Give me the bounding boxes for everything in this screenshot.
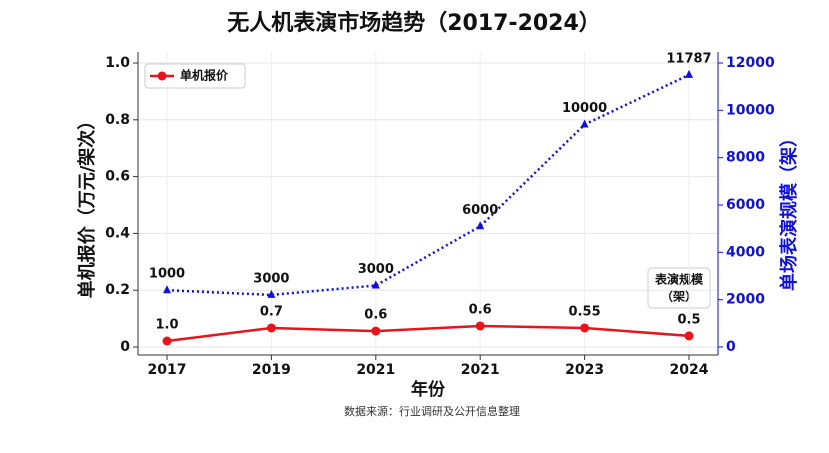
y2-tick-label: 8000 bbox=[726, 150, 765, 166]
x-tick-label: 2021 bbox=[356, 362, 395, 378]
point-marker bbox=[266, 323, 276, 333]
y2-tick-label: 4000 bbox=[726, 244, 765, 260]
x-tick-label: 2021 bbox=[461, 362, 500, 378]
point-label: 0.7 bbox=[260, 304, 283, 319]
point-label: 0.55 bbox=[569, 304, 601, 319]
y2-tick-label: 12000 bbox=[726, 55, 775, 71]
point-marker bbox=[684, 331, 694, 341]
y2-tick-label: 10000 bbox=[726, 102, 775, 118]
point-label: 3000 bbox=[358, 262, 394, 277]
y2-tick-label: 2000 bbox=[726, 292, 765, 308]
annotation: 表演规模 bbox=[654, 272, 704, 287]
annotation: （架） bbox=[661, 289, 697, 304]
source-note: 数据来源：行业调研及公开信息整理 bbox=[344, 404, 520, 418]
legend-swatch bbox=[157, 71, 167, 81]
y-tick-label: 0.8 bbox=[105, 112, 130, 128]
y-tick-label: 0.6 bbox=[105, 169, 130, 185]
point-label: 10000 bbox=[562, 101, 607, 116]
point-marker bbox=[580, 119, 589, 128]
x-axis-title: 年份 bbox=[411, 379, 446, 400]
x-tick-label: 2023 bbox=[565, 362, 604, 378]
point-label: 3000 bbox=[253, 271, 289, 286]
series-line bbox=[166, 73, 690, 297]
point-label: 0.6 bbox=[364, 308, 387, 323]
point-marker bbox=[685, 69, 693, 78]
x-tick-label: 2024 bbox=[670, 362, 709, 378]
point-marker bbox=[580, 323, 590, 333]
point-label: 0.6 bbox=[469, 302, 492, 317]
y-tick-label: 0.4 bbox=[105, 225, 130, 241]
point-marker bbox=[475, 321, 485, 331]
point-marker bbox=[267, 289, 276, 298]
point-marker bbox=[476, 221, 485, 230]
y2-axis-title: 单场表演规模（架） bbox=[778, 129, 800, 291]
point-marker bbox=[163, 285, 171, 294]
y-tick-label: 1.0 bbox=[105, 55, 130, 71]
point-label: 1000 bbox=[149, 267, 185, 282]
y-tick-label: 0 bbox=[120, 339, 130, 355]
legend-label: 单机报价 bbox=[180, 68, 229, 83]
point-marker bbox=[162, 336, 172, 346]
point-label: 6000 bbox=[462, 203, 498, 218]
y-axis-title: 单机报价（万元/架次） bbox=[76, 112, 98, 299]
x-tick-label: 2019 bbox=[252, 362, 291, 378]
x-tick-label: 2017 bbox=[148, 362, 187, 378]
point-label: 11787 bbox=[666, 51, 711, 66]
y2-tick-label: 0 bbox=[726, 339, 736, 355]
chart-title: 无人机表演市场趋势（2017-2024） bbox=[227, 10, 601, 36]
series-line bbox=[166, 324, 690, 343]
y-tick-label: 0.2 bbox=[105, 282, 130, 298]
annotation-box bbox=[647, 267, 711, 309]
y2-tick-label: 6000 bbox=[726, 197, 765, 213]
point-label: 0.5 bbox=[677, 312, 700, 327]
legend-box bbox=[144, 63, 246, 89]
point-marker bbox=[371, 280, 380, 289]
point-marker bbox=[371, 326, 381, 336]
point-label: 1.0 bbox=[155, 318, 178, 333]
